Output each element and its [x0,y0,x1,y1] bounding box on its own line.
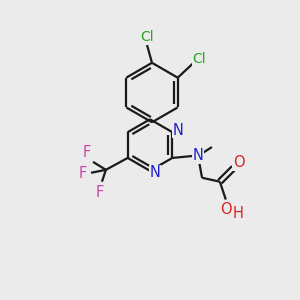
Text: H: H [232,206,243,221]
Text: O: O [233,155,244,170]
Text: Cl: Cl [193,52,206,66]
Text: F: F [83,146,91,160]
Text: F: F [79,166,87,181]
Text: N: N [193,148,203,164]
Text: O: O [220,202,232,217]
Text: N: N [149,165,161,180]
Text: F: F [96,185,104,200]
Text: Cl: Cl [140,30,154,44]
Text: N: N [173,123,184,138]
